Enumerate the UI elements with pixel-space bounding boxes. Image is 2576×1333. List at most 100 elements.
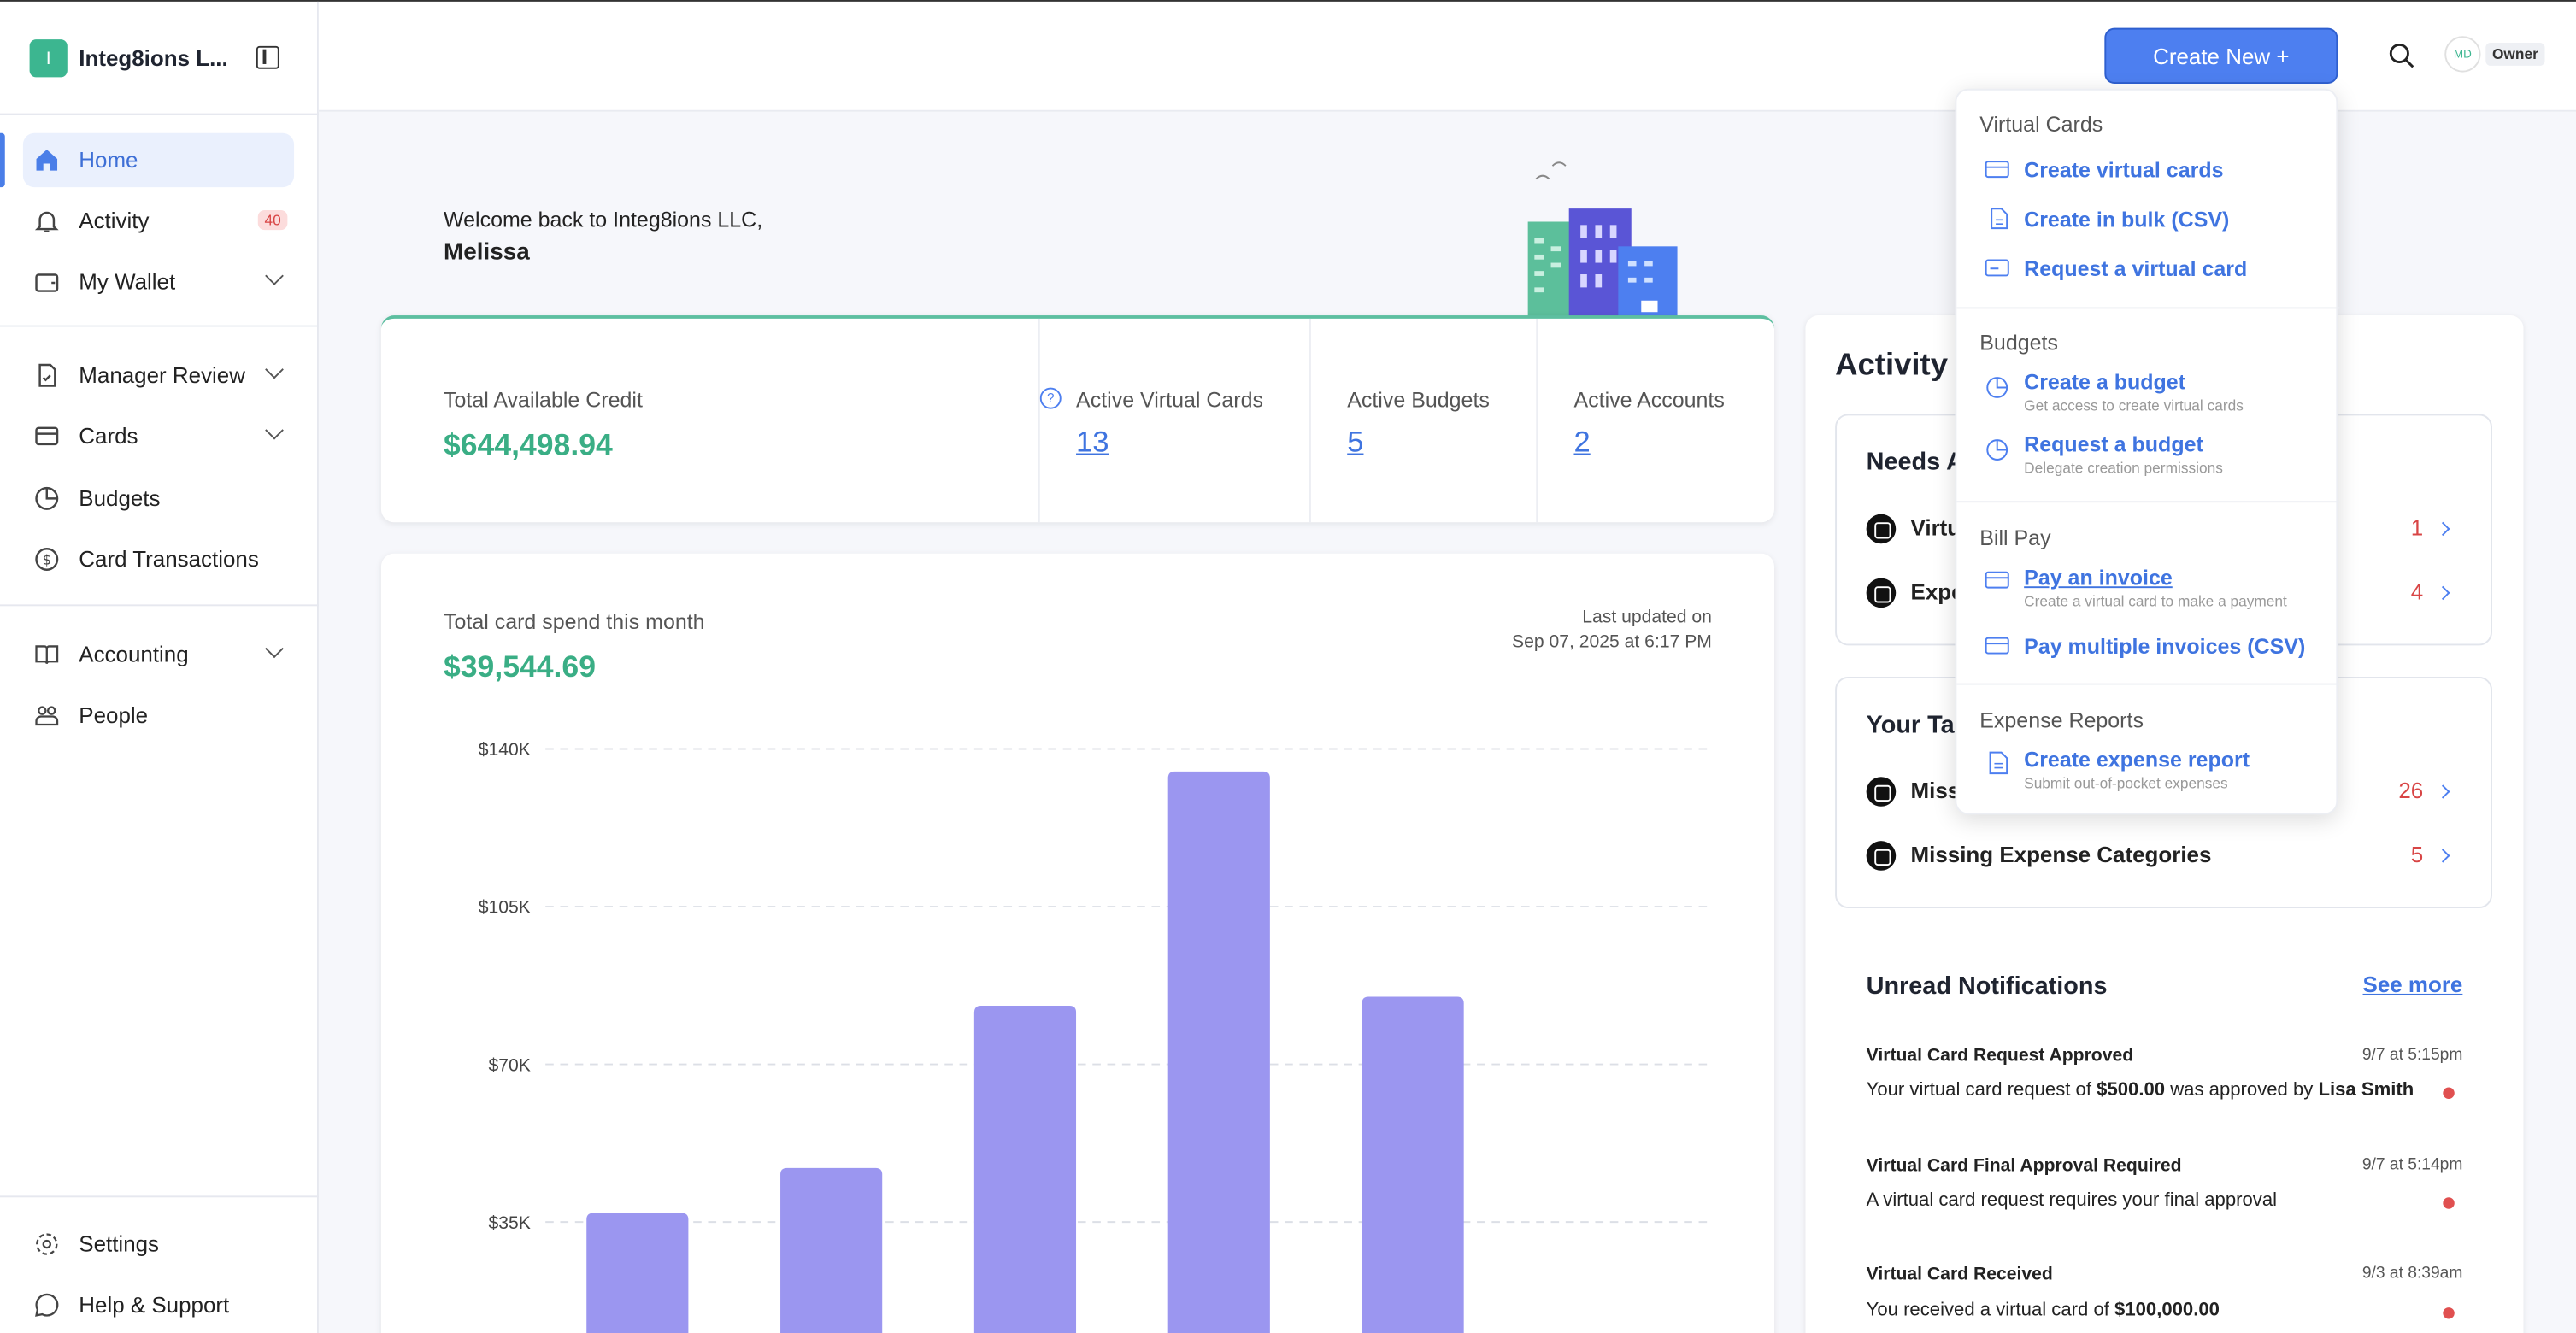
chart-bar[interactable] bbox=[780, 1167, 883, 1333]
multi-invoice-icon bbox=[1985, 637, 2009, 655]
active-accounts-link[interactable]: 2 bbox=[1573, 425, 1591, 459]
task-row-label: Miss bbox=[1910, 778, 1961, 803]
active-accounts-label: Active Accounts bbox=[1573, 387, 1725, 413]
pie-chart-icon bbox=[32, 484, 62, 514]
total-credit-label: Total Available Credit bbox=[443, 387, 643, 413]
wallet-icon bbox=[32, 267, 62, 297]
create-in-bulk-item[interactable]: Create in bulk (CSV) bbox=[2024, 207, 2230, 232]
chevron-right-icon bbox=[2436, 849, 2450, 863]
stats-divider bbox=[1309, 318, 1311, 523]
active-budgets-link[interactable]: 5 bbox=[1347, 425, 1364, 459]
sidebar-item-label: Activity bbox=[79, 208, 150, 233]
people-icon bbox=[32, 701, 62, 731]
create-new-dropdown: Virtual Cards Create virtual cards Creat… bbox=[1955, 88, 2340, 815]
create-budget-item[interactable]: Create a budget bbox=[2024, 369, 2186, 395]
sidebar-item-accounting[interactable]: Accounting bbox=[23, 627, 294, 681]
sidebar-item-label: Cards bbox=[79, 423, 138, 449]
your-tasks-box: Your Ta Miss 26 Missing Expense Categori… bbox=[1835, 676, 2492, 908]
y-tick-label: $140K bbox=[479, 740, 531, 760]
task-row-count: 26 bbox=[2398, 778, 2424, 803]
needs-row-count: 4 bbox=[2410, 579, 2424, 605]
notifications-title: Unread Notifications bbox=[1866, 972, 2108, 1001]
chat-icon bbox=[32, 1290, 62, 1320]
chart-bar[interactable] bbox=[1167, 771, 1270, 1333]
create-expense-report-item[interactable]: Create expense report bbox=[2024, 747, 2250, 772]
section-virtual-cards: Virtual Cards bbox=[1979, 111, 2103, 137]
active-cards-label: Active Virtual Cards bbox=[1076, 387, 1264, 413]
sidebar: I Integ8ions L... Home Activity 40 My Wa… bbox=[0, 1, 319, 1333]
section-bill-pay: Bill Pay bbox=[1979, 526, 2051, 550]
request-budget-item[interactable]: Request a budget bbox=[2024, 432, 2203, 457]
document-check-icon bbox=[32, 361, 62, 391]
needs-attention-title: Needs A bbox=[1866, 448, 1964, 477]
chevron-right-icon bbox=[2436, 521, 2450, 537]
chart-bar[interactable] bbox=[1362, 996, 1464, 1333]
sidebar-item-people[interactable]: People bbox=[23, 688, 294, 742]
chevron-down-icon bbox=[265, 420, 284, 440]
needs-row-label: Virtu bbox=[1910, 515, 1961, 541]
sidebar-item-manager-review[interactable]: Manager Review bbox=[23, 349, 294, 402]
notification-body: Your virtual card request of $500.00 was… bbox=[1866, 1080, 2414, 1101]
sidebar-divider bbox=[0, 1195, 319, 1198]
sidebar-collapse-icon[interactable] bbox=[256, 45, 279, 69]
y-tick-label: $35K bbox=[489, 1213, 531, 1233]
sidebar-item-activity[interactable]: Activity 40 bbox=[23, 194, 294, 248]
needs-row-count: 1 bbox=[2410, 515, 2424, 541]
home-icon bbox=[32, 145, 62, 175]
pay-invoice-item[interactable]: Pay an invoice bbox=[2024, 565, 2173, 590]
section-budgets: Budgets bbox=[1979, 330, 2058, 355]
sidebar-item-home[interactable]: Home bbox=[22, 132, 295, 188]
sidebar-item-help-support[interactable]: Help & Support bbox=[23, 1277, 294, 1331]
sidebar-item-budgets[interactable]: Budgets bbox=[23, 472, 294, 526]
notification-time: 9/3 at 8:39am bbox=[2361, 1265, 2463, 1283]
notification-title: Virtual Card Final Approval Required bbox=[1866, 1156, 2182, 1177]
notification-body: A virtual card request requires your fin… bbox=[1866, 1190, 2278, 1211]
dollar-circle-icon: $ bbox=[32, 544, 62, 574]
dropdown-divider bbox=[1956, 501, 2340, 503]
sidebar-item-my-wallet[interactable]: My Wallet bbox=[23, 255, 294, 308]
dropdown-divider bbox=[1956, 307, 2340, 309]
budget-request-icon bbox=[1986, 439, 2008, 461]
activity-count-badge: 40 bbox=[257, 210, 288, 231]
sidebar-item-label: Settings bbox=[79, 1231, 160, 1257]
stats-divider bbox=[1536, 318, 1538, 523]
create-expense-report-description: Submit out-of-pocket expenses bbox=[2024, 775, 2228, 792]
sidebar-item-card-transactions[interactable]: $ Card Transactions bbox=[23, 532, 294, 586]
unread-dot bbox=[2443, 1197, 2455, 1209]
create-new-button[interactable]: Create New + bbox=[2104, 27, 2338, 85]
gear-icon bbox=[32, 1230, 62, 1260]
sidebar-item-settings[interactable]: Settings bbox=[23, 1217, 294, 1271]
chart-bar[interactable] bbox=[973, 1006, 1077, 1333]
expense-report-icon bbox=[1989, 751, 2008, 775]
pay-multiple-invoices-item[interactable]: Pay multiple invoices (CSV) bbox=[2024, 633, 2306, 659]
tag-icon bbox=[1866, 841, 1897, 871]
sidebar-divider bbox=[0, 604, 319, 607]
org-switcher[interactable]: I Integ8ions L... bbox=[29, 39, 228, 78]
request-virtual-card-item[interactable]: Request a virtual card bbox=[2024, 255, 2248, 281]
org-avatar: I bbox=[29, 39, 68, 78]
create-virtual-cards-item[interactable]: Create virtual cards bbox=[2024, 157, 2224, 183]
sidebar-item-cards[interactable]: Cards bbox=[23, 409, 294, 463]
pay-invoice-description: Create a virtual card to make a payment bbox=[2024, 592, 2287, 610]
see-more-link[interactable]: See more bbox=[2362, 972, 2463, 997]
sidebar-item-label: Budgets bbox=[79, 485, 161, 511]
y-tick-label: $105K bbox=[479, 898, 531, 918]
role-badge: Owner bbox=[2485, 42, 2545, 66]
create-budget-description: Get access to create virtual cards bbox=[2024, 397, 2244, 414]
sidebar-item-label: Accounting bbox=[79, 642, 189, 667]
org-name: Integ8ions L... bbox=[79, 45, 228, 71]
notification-title: Virtual Card Received bbox=[1866, 1265, 2053, 1285]
building-illustration bbox=[1527, 161, 1678, 317]
spend-value: $39,544.69 bbox=[443, 649, 596, 684]
active-cards-link[interactable]: 13 bbox=[1076, 425, 1109, 459]
chart-bar[interactable] bbox=[586, 1213, 689, 1333]
user-avatar[interactable]: MD bbox=[2444, 36, 2481, 73]
search-icon[interactable] bbox=[2387, 41, 2417, 71]
sidebar-divider bbox=[0, 325, 319, 327]
bell-icon bbox=[32, 206, 62, 236]
help-icon[interactable]: ? bbox=[1039, 387, 1062, 409]
sidebar-item-label: Home bbox=[79, 147, 138, 173]
last-updated-time: Sep 07, 2025 at 6:17 PM bbox=[1511, 632, 1712, 653]
card-icon bbox=[1866, 514, 1897, 544]
